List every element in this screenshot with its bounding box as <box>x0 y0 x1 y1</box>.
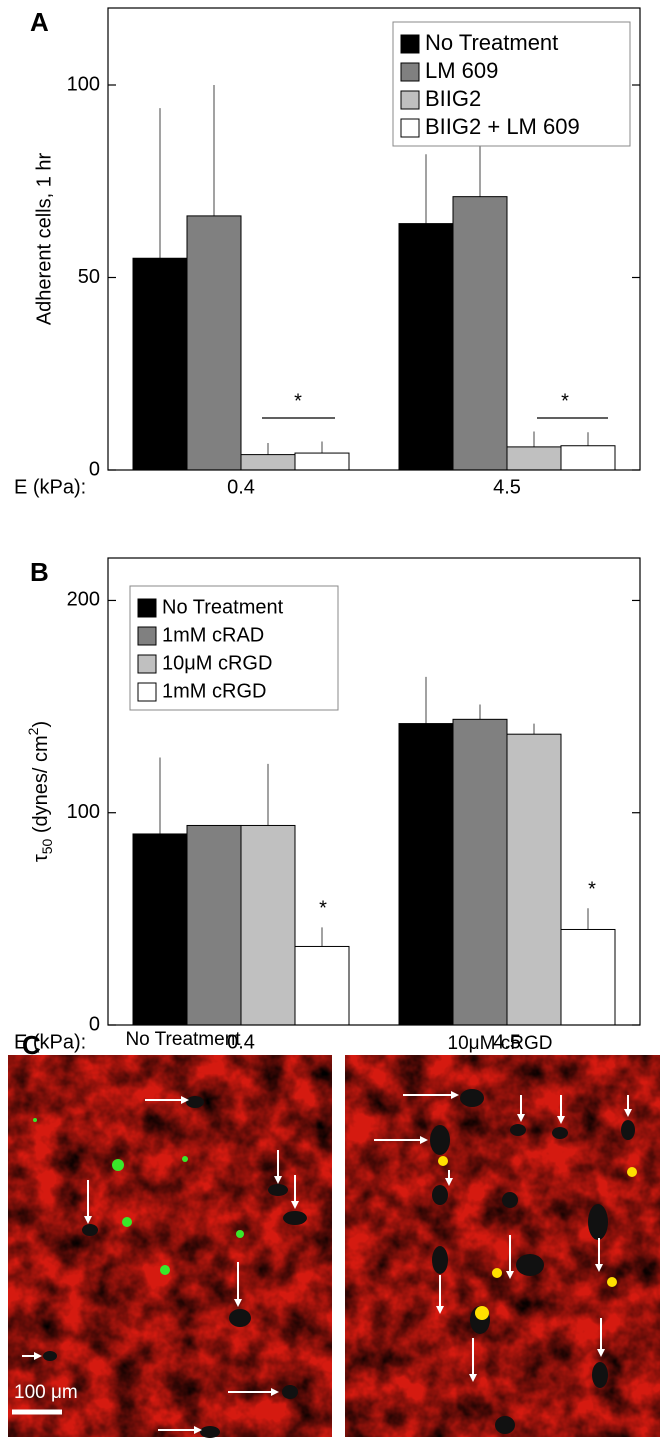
y-tick-label: 0 <box>89 458 100 480</box>
y-axis-label: τ50 (dynes/ cm2) <box>25 721 55 862</box>
x-tick-label: 4.5 <box>493 476 521 498</box>
y-tick-label: 0 <box>89 1013 100 1035</box>
y-axis-label-part: τ <box>30 854 52 862</box>
bar <box>452 718 508 1026</box>
y-tick-label: 200 <box>67 589 100 611</box>
legend-label: 1mM cRAD <box>162 624 264 646</box>
legend-swatch <box>400 118 420 138</box>
legend-swatch <box>400 90 420 110</box>
legend-label: No Treatment <box>162 596 284 618</box>
legend-label: LM 609 <box>425 58 498 83</box>
y-tick-label: 100 <box>67 801 100 823</box>
bar <box>294 452 350 471</box>
legend-label: 1mM cRGD <box>162 680 266 702</box>
bar <box>240 824 296 1026</box>
legend-label: 10μM cRGD <box>162 652 272 674</box>
image-title: 10μM cRGD <box>448 1033 553 1054</box>
y-axis-label-part: ) <box>30 721 52 728</box>
x-axis-label: E (kPa): <box>14 1031 86 1053</box>
bar <box>186 215 242 471</box>
micrograph <box>345 1055 660 1437</box>
legend-swatch <box>137 626 157 646</box>
legend-label: BIIG2 + LM 609 <box>425 114 580 139</box>
bar <box>186 824 242 1026</box>
legend-swatch <box>137 682 157 702</box>
bar <box>240 454 296 471</box>
bar <box>398 723 454 1026</box>
legend-box <box>129 585 339 711</box>
annotation: * <box>561 390 569 412</box>
bar <box>132 257 188 471</box>
bar <box>132 833 188 1026</box>
y-tick-label: 100 <box>67 73 100 95</box>
legend-label: No Treatment <box>425 30 558 55</box>
y-axis-label-part: 50 <box>39 838 55 854</box>
scale-bar-label: 100 μm <box>14 1382 78 1403</box>
micrograph: 100 μm <box>8 1055 332 1438</box>
x-tick-label: 4.5 <box>493 1031 521 1053</box>
bar <box>506 446 562 471</box>
legend-swatch <box>137 654 157 674</box>
plot-frame <box>107 557 641 1026</box>
legend-swatch <box>400 62 420 82</box>
panel-label: A <box>30 7 49 37</box>
bar <box>452 196 508 471</box>
plot-frame <box>107 7 641 471</box>
bar <box>506 733 562 1026</box>
image-title: No Treatment <box>125 1029 241 1050</box>
legend-swatch <box>400 34 420 54</box>
legend-label: BIIG2 <box>425 86 481 111</box>
y-tick-label: 50 <box>78 266 100 288</box>
bar <box>398 223 454 471</box>
panel-label: C <box>22 1030 41 1060</box>
legend-box <box>392 21 631 147</box>
panel-label: B <box>30 557 49 587</box>
x-tick-label: 0.4 <box>227 1031 255 1053</box>
y-axis-label-part: (dynes/ cm <box>30 735 52 838</box>
y-axis-label-part: 2 <box>25 727 41 735</box>
x-axis-label: E (kPa): <box>14 476 86 498</box>
y-axis-label: Adherent cells, 1 hr <box>33 153 55 326</box>
bar <box>294 945 350 1026</box>
annotation: * <box>588 879 596 901</box>
annotation: * <box>294 390 302 412</box>
bar <box>560 928 616 1026</box>
legend-swatch <box>137 598 157 618</box>
bar <box>560 445 616 471</box>
x-tick-label: 0.4 <box>227 476 255 498</box>
annotation: * <box>319 898 327 920</box>
